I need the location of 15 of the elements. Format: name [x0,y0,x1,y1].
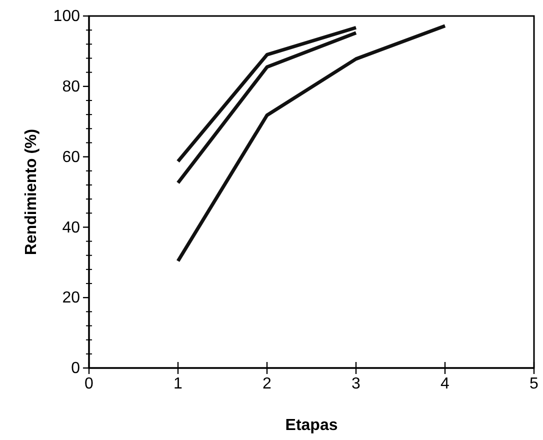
x-tick-label: 3 [352,375,361,392]
x-tick-label: 0 [84,375,94,392]
y-tick-label: 100 [53,8,80,26]
x-tick-label: 1 [174,375,183,392]
x-tick-label: 2 [262,375,272,392]
x-tick-label: 5 [530,375,539,392]
y-tick-label: 20 [62,290,80,307]
y-axis-title: Rendimiento (%) [23,128,40,256]
x-axis-title: Etapas [285,417,338,434]
x-tick-label: 4 [440,375,450,392]
y-tick-label: 0 [71,360,80,378]
y-tick-label: 60 [62,148,80,166]
y-tick-label: 80 [62,78,80,96]
line-series [176,24,447,263]
y-tick-label: 40 [62,219,80,236]
